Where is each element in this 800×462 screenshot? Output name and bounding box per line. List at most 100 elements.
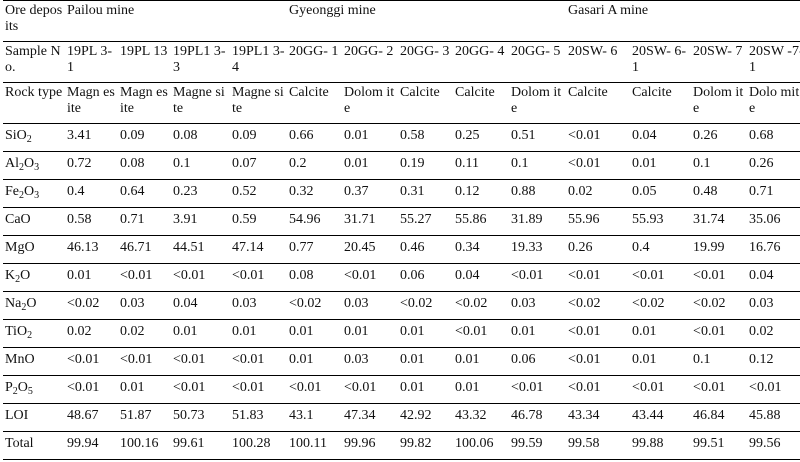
oxide-suffix: O [20, 268, 31, 283]
value-cell: <0.01 [342, 263, 399, 292]
value-cell: 0.34 [453, 235, 510, 264]
rock-type-cell: Dolo mite [747, 82, 800, 124]
value-cell: 0.03 [509, 291, 567, 320]
value-cell: 0.72 [65, 151, 118, 180]
oxide-subscript: 2 [26, 134, 32, 145]
value-cell: 43.32 [453, 403, 510, 432]
value-cell: <0.02 [691, 291, 748, 320]
value-cell: 99.58 [566, 431, 631, 460]
value-cell: 100.06 [453, 431, 510, 460]
value-cell: 51.83 [230, 403, 288, 432]
value-cell: 0.71 [118, 207, 171, 236]
mine-gasari-a: Gasari A mine [566, 0, 800, 42]
value-cell: 0.12 [747, 347, 800, 376]
value-cell: 0.26 [691, 123, 748, 152]
oxide-subscript: 2 [19, 190, 24, 201]
value-cell: 0.09 [118, 123, 171, 152]
value-cell: 0.19 [398, 151, 454, 180]
value-cell: 0.1 [691, 347, 748, 376]
value-cell: 0.03 [342, 347, 399, 376]
oxide-name: TiO [5, 324, 28, 339]
value-cell: 55.27 [398, 207, 454, 236]
sample-number-cell: 20SW- 6-1 [630, 41, 692, 83]
value-cell: <0.01 [230, 375, 288, 404]
value-cell: 0.23 [171, 179, 230, 208]
value-cell: 0.66 [287, 123, 343, 152]
value-cell: <0.01 [453, 319, 510, 348]
oxide-subscript: 2 [19, 162, 24, 173]
sample-number-cell: 20GG- 3 [398, 41, 454, 83]
value-cell: 0.88 [509, 179, 567, 208]
value-cell: <0.02 [630, 291, 692, 320]
value-cell: <0.02 [398, 291, 454, 320]
row-label: Fe2O3 [3, 179, 65, 208]
oxide-name: CaO [5, 212, 31, 227]
table-row: Fe2O3 0.4 0.64 0.23 0.52 0.32 0.37 0.31 0.12 0.88… [3, 179, 800, 208]
sample-number-cell: 20GG- 4 [453, 41, 510, 83]
value-cell: <0.01 [566, 123, 631, 152]
table-row: Al2O3 0.72 0.08 0.1 0.07 0.2 0.01 0.19 0.11 0.1 <0… [3, 151, 800, 180]
value-cell: 46.78 [509, 403, 567, 432]
value-cell: 0.01 [630, 151, 692, 180]
value-cell: 0.01 [287, 347, 343, 376]
rock-type-cell: Magne site [230, 82, 288, 124]
value-cell: 0.4 [65, 179, 118, 208]
value-cell: 100.28 [230, 431, 288, 460]
value-cell: 16.76 [747, 235, 800, 264]
row-label: K2O [3, 263, 65, 292]
oxide-subscript: 2 [21, 302, 27, 313]
value-cell: 51.87 [118, 403, 171, 432]
row-label: Na2O [3, 291, 65, 320]
value-cell: <0.01 [118, 263, 171, 292]
oxide-name: MgO [5, 240, 35, 255]
value-cell: 0.26 [566, 235, 631, 264]
value-cell: 45.88 [747, 403, 800, 432]
sample-number-cell: 20SW- 6 [566, 41, 631, 83]
mine-gyeonggi: Gyeonggi mine [287, 0, 567, 42]
oxide-subscript: 5 [27, 386, 33, 397]
sample-number-cell: 20SW -7-1 [747, 41, 800, 83]
value-cell: 99.61 [171, 431, 230, 460]
value-cell: 0.04 [747, 263, 800, 292]
value-cell: 54.96 [287, 207, 343, 236]
value-cell: <0.01 [691, 319, 748, 348]
value-cell: 31.71 [342, 207, 399, 236]
oxide-subscript: 2 [12, 386, 18, 397]
value-cell: 99.82 [398, 431, 454, 460]
rock-type-cell: Dolom ite [691, 82, 748, 124]
oxide-name: Na [5, 296, 22, 311]
value-cell: 19.99 [691, 235, 748, 264]
value-cell: 0.01 [342, 123, 399, 152]
table-row: SiO2 3.41 0.09 0.08 0.09 0.66 0.01 0.58 0.25 0.51… [3, 123, 800, 152]
value-cell: <0.01 [509, 375, 567, 404]
value-cell: 55.93 [630, 207, 692, 236]
sample-number-cell: 20SW- 7 [691, 41, 748, 83]
value-cell: 0.01 [453, 347, 510, 376]
value-cell: 0.03 [230, 291, 288, 320]
value-cell: 0.58 [65, 207, 118, 236]
value-cell: <0.02 [566, 291, 631, 320]
table-row: CaO 0.58 0.71 3.91 0.59 54.96 31.71 55.27 55.86 3… [3, 207, 800, 236]
value-cell: 0.02 [566, 179, 631, 208]
oxide-name: LOI [5, 408, 29, 423]
table-row: TiO2 0.02 0.02 0.01 0.01 0.01 0.01 0.01 <0.01 0.0… [3, 319, 800, 348]
value-cell: 0.07 [230, 151, 288, 180]
value-cell: 0.01 [287, 319, 343, 348]
row-label: MgO [3, 235, 65, 264]
value-cell: <0.01 [566, 263, 631, 292]
value-cell: 0.08 [171, 123, 230, 152]
oxide-suffix: O [17, 380, 28, 395]
value-cell: 0.01 [398, 347, 454, 376]
value-cell: 43.44 [630, 403, 692, 432]
value-cell: <0.01 [342, 375, 399, 404]
value-cell: 0.04 [171, 291, 230, 320]
table-row: Na2O <0.02 0.03 0.04 0.03 <0.02 0.03 <0.02 <0.02… [3, 291, 800, 320]
value-cell: 0.2 [287, 151, 343, 180]
rock-type-label: Rock type [3, 82, 65, 124]
value-cell: <0.01 [118, 347, 171, 376]
value-cell: <0.01 [65, 347, 118, 376]
value-cell: 0.03 [118, 291, 171, 320]
value-cell: 0.31 [398, 179, 454, 208]
value-cell: 48.67 [65, 403, 118, 432]
value-cell: 0.02 [747, 319, 800, 348]
